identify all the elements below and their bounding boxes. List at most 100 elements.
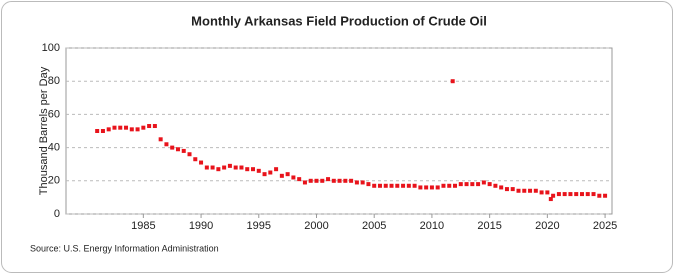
marker bbox=[603, 193, 608, 198]
marker bbox=[585, 192, 590, 197]
chart-title: Monthly Arkansas Field Production of Cru… bbox=[191, 13, 487, 28]
marker bbox=[450, 79, 455, 84]
marker bbox=[545, 190, 550, 195]
marker bbox=[210, 165, 215, 170]
marker bbox=[551, 193, 556, 198]
marker bbox=[297, 177, 302, 182]
marker bbox=[548, 197, 553, 202]
marker bbox=[170, 145, 175, 150]
marker bbox=[504, 187, 509, 192]
marker bbox=[124, 125, 129, 130]
y-tick-label: 60 bbox=[48, 108, 60, 120]
marker bbox=[245, 167, 250, 172]
marker bbox=[187, 152, 192, 157]
marker bbox=[343, 178, 348, 183]
marker bbox=[476, 182, 481, 187]
marker bbox=[193, 157, 198, 162]
x-tick-label: 1995 bbox=[247, 220, 271, 232]
marker bbox=[377, 183, 382, 188]
marker bbox=[441, 183, 446, 188]
marker bbox=[331, 178, 336, 183]
marker bbox=[453, 183, 458, 188]
marker bbox=[135, 127, 140, 132]
source: Source: U.S. Energy Information Administ… bbox=[30, 243, 219, 253]
y-tick-label: 80 bbox=[48, 75, 60, 87]
marker bbox=[291, 175, 296, 180]
marker bbox=[233, 165, 238, 170]
marker bbox=[308, 178, 313, 183]
marker bbox=[418, 185, 423, 190]
x-tick-label: 2020 bbox=[535, 220, 559, 232]
y-tick-label: 20 bbox=[48, 175, 60, 187]
marker bbox=[100, 129, 105, 133]
marker bbox=[95, 129, 100, 133]
marker bbox=[487, 182, 492, 187]
marker bbox=[314, 178, 319, 183]
x-tick-label: 2015 bbox=[477, 220, 501, 232]
marker bbox=[539, 190, 544, 195]
marker bbox=[372, 183, 377, 188]
marker bbox=[129, 127, 134, 132]
marker bbox=[349, 178, 354, 183]
marker bbox=[175, 147, 180, 152]
marker bbox=[262, 172, 267, 177]
marker bbox=[389, 183, 394, 188]
marker bbox=[141, 125, 146, 130]
marker bbox=[470, 182, 475, 187]
marker bbox=[429, 185, 434, 190]
marker bbox=[181, 148, 186, 153]
marker bbox=[279, 173, 284, 178]
y-tick-label: 40 bbox=[48, 142, 60, 154]
marker bbox=[204, 165, 209, 170]
marker bbox=[510, 187, 515, 192]
x-tick-label: 2025 bbox=[593, 220, 617, 232]
marker bbox=[112, 125, 117, 130]
marker bbox=[222, 165, 227, 170]
marker bbox=[326, 177, 331, 182]
marker bbox=[481, 180, 486, 185]
marker bbox=[251, 167, 256, 172]
marker bbox=[302, 180, 307, 185]
marker bbox=[424, 185, 429, 190]
marker bbox=[556, 192, 561, 197]
marker bbox=[562, 192, 567, 197]
marker bbox=[268, 170, 273, 175]
marker bbox=[285, 172, 290, 177]
marker bbox=[395, 183, 400, 188]
marker bbox=[447, 183, 452, 188]
marker bbox=[158, 137, 163, 142]
marker bbox=[216, 167, 221, 172]
marker bbox=[199, 160, 204, 165]
marker bbox=[499, 185, 504, 190]
x-tick-label: 2000 bbox=[304, 220, 328, 232]
marker bbox=[239, 165, 244, 170]
y-axis-title: Thousand Barrels per Day bbox=[38, 66, 50, 195]
x-tick-label: 1990 bbox=[189, 220, 213, 232]
marker bbox=[320, 178, 325, 183]
y-tick-label: 100 bbox=[42, 42, 60, 54]
marker bbox=[574, 192, 579, 197]
marker bbox=[522, 188, 527, 193]
marker bbox=[227, 163, 232, 168]
marker bbox=[256, 168, 261, 173]
marker bbox=[579, 192, 584, 197]
marker bbox=[533, 188, 538, 193]
marker bbox=[597, 193, 602, 198]
y-tick-label: 0 bbox=[54, 208, 60, 220]
marker bbox=[435, 185, 440, 190]
marker bbox=[568, 192, 573, 197]
x-tick-label: 2005 bbox=[362, 220, 386, 232]
marker bbox=[591, 192, 596, 197]
marker bbox=[164, 142, 169, 147]
marker bbox=[354, 180, 359, 185]
marker bbox=[493, 183, 498, 188]
marker bbox=[118, 125, 123, 130]
x-tick-label: 1985 bbox=[131, 220, 155, 232]
x-tick-label: 2010 bbox=[420, 220, 444, 232]
marker bbox=[412, 183, 417, 188]
marker bbox=[516, 188, 521, 193]
marker bbox=[337, 178, 342, 183]
marker bbox=[274, 167, 279, 172]
